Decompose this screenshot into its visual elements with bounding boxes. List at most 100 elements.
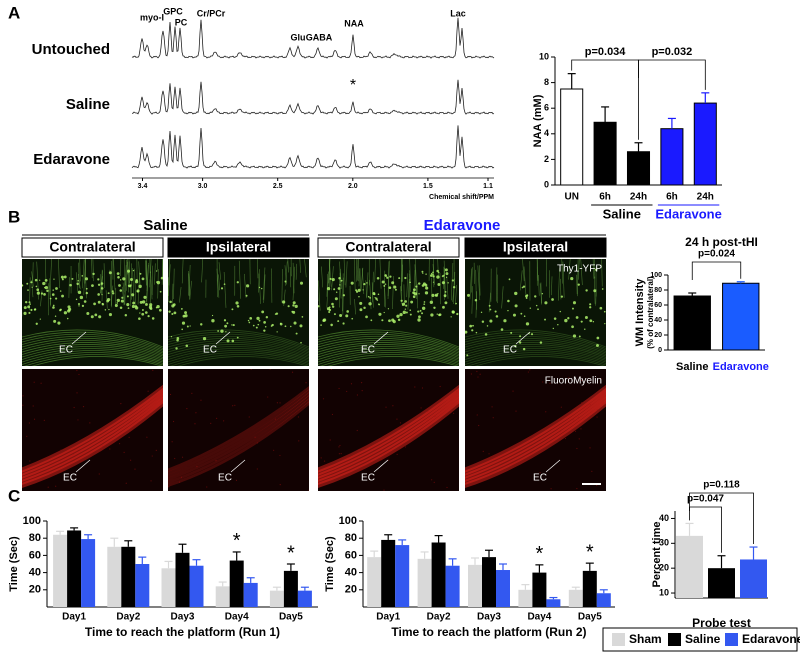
cell: [185, 344, 189, 348]
cell: [435, 294, 437, 297]
cell: [522, 347, 526, 351]
cell: [432, 273, 434, 276]
cell: [220, 329, 224, 333]
speckle: [151, 455, 153, 457]
cell: [383, 311, 385, 314]
cell: [377, 293, 380, 296]
cell: [537, 308, 539, 311]
cell: [145, 303, 148, 306]
x-tick-label: Day5: [578, 612, 602, 623]
speckle: [76, 369, 78, 372]
speckle: [470, 373, 472, 375]
y-tick-label: 10: [659, 587, 669, 597]
myelin-band: [22, 387, 163, 476]
cell: [424, 291, 429, 295]
fiber: [168, 352, 309, 365]
cell: [399, 312, 403, 317]
speckle: [347, 456, 349, 458]
y-tick-label: 80: [29, 532, 41, 544]
speckle: [43, 419, 45, 421]
dendrite: [121, 286, 125, 306]
column-header-label: Ipsilateral: [503, 239, 568, 255]
cell: [412, 291, 415, 295]
cell: [121, 296, 124, 299]
fiber: [319, 354, 459, 366]
cell: [260, 287, 263, 290]
cell: [138, 317, 141, 320]
speckle: [578, 438, 580, 440]
cell: [320, 324, 322, 326]
speckle: [572, 419, 574, 421]
dendrite: [601, 259, 603, 287]
dendrite: [387, 260, 390, 299]
dendrite: [568, 259, 571, 280]
micrograph-myelin: [465, 369, 606, 491]
cell: [443, 294, 447, 298]
dendrite: [406, 273, 409, 298]
fiber: [465, 335, 606, 352]
cell: [438, 313, 442, 317]
dendrite: [561, 259, 563, 284]
bar: [660, 128, 684, 186]
dendrite: [145, 259, 147, 280]
spectrum-trace: [131, 17, 495, 59]
cell: [370, 319, 373, 322]
dendrite: [78, 262, 80, 289]
bar: [673, 295, 711, 351]
cell: [339, 313, 343, 317]
dendrite: [134, 268, 137, 307]
myelin-band: [318, 396, 459, 485]
cell: [351, 317, 354, 320]
cell: [151, 317, 155, 320]
cell: [76, 282, 79, 286]
cell: [474, 299, 478, 302]
speckle: [25, 483, 28, 485]
speckle: [155, 449, 157, 451]
cell: [111, 290, 114, 293]
speckle: [439, 385, 441, 388]
y-tick-label: 60: [654, 302, 662, 309]
dendrite: [580, 259, 583, 286]
column-header-label: Contralateral: [49, 239, 135, 255]
myelin-band: [22, 384, 163, 473]
cell: [523, 315, 526, 317]
dendrite: [318, 290, 319, 302]
speckle: [577, 416, 580, 418]
spectrum-row-label: Untouched: [32, 41, 110, 58]
fiber: [168, 350, 309, 363]
cell: [299, 281, 304, 285]
x-tick-label: Day4: [225, 612, 249, 623]
peak-label: Cr/PCr: [197, 8, 226, 18]
bar: [283, 570, 298, 607]
dendrite: [149, 259, 152, 288]
cell: [437, 283, 441, 287]
speckle: [82, 406, 85, 408]
x-tick-label: Edaravone: [713, 361, 769, 373]
cell: [245, 294, 248, 297]
myelin-band: [168, 398, 309, 484]
speckle: [172, 420, 175, 423]
cell: [156, 280, 161, 285]
cell: [405, 304, 408, 307]
cell: [373, 293, 376, 296]
x-tick-label: 3.0: [198, 183, 208, 190]
cell: [432, 271, 434, 274]
dendrite: [292, 262, 295, 294]
dendrite: [304, 259, 307, 278]
y-tick-label: 80: [345, 532, 357, 544]
speckle: [576, 447, 578, 450]
cell: [135, 278, 138, 282]
cell: [452, 286, 456, 289]
cell: [534, 295, 537, 298]
cell: [60, 275, 64, 279]
speckle: [512, 390, 514, 392]
region-label: EC: [59, 345, 73, 356]
cell: [318, 305, 320, 308]
y-tick-label: 40: [345, 567, 357, 579]
cell: [246, 284, 250, 288]
dendrite: [384, 288, 387, 308]
cell: [22, 284, 23, 286]
cell: [424, 283, 428, 287]
dendrite: [433, 259, 435, 288]
legend-box: [602, 627, 798, 652]
